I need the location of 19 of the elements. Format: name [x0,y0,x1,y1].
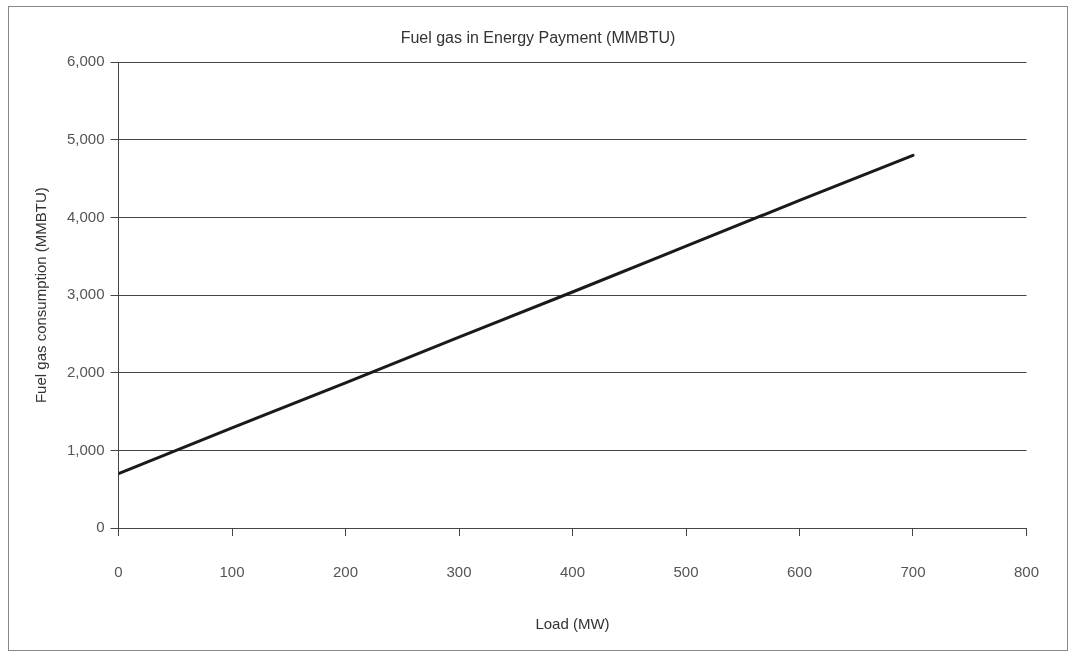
y-tick-label: 3,000 [66,285,105,303]
x-tick-label: 400 [560,563,586,581]
x-tick-label: 200 [333,563,359,581]
x-tick-label: 800 [1013,563,1039,581]
x-tick-label: 0 [114,563,123,581]
chart-title: Fuel gas in Energy Payment (MMBTU) [400,29,676,47]
x-tick-label: 600 [786,563,813,581]
x-tick-label: 500 [673,563,699,581]
y-tick-label: 2,000 [66,362,105,380]
x-tick-label: 100 [219,563,245,581]
y-axis-title: Fuel gas consumption (MMBTU) [32,187,50,404]
y-tick-label: 6,000 [66,52,105,70]
x-tick-label: 700 [900,563,926,581]
y-tick-label: 5,000 [66,129,105,147]
x-tick-label: 300 [446,563,472,581]
x-axis-title: Load (MW) [535,615,610,633]
y-tick-label: 4,000 [66,207,105,225]
y-tick-label: 1,000 [66,440,105,458]
y-tick-label: 0 [96,518,105,536]
